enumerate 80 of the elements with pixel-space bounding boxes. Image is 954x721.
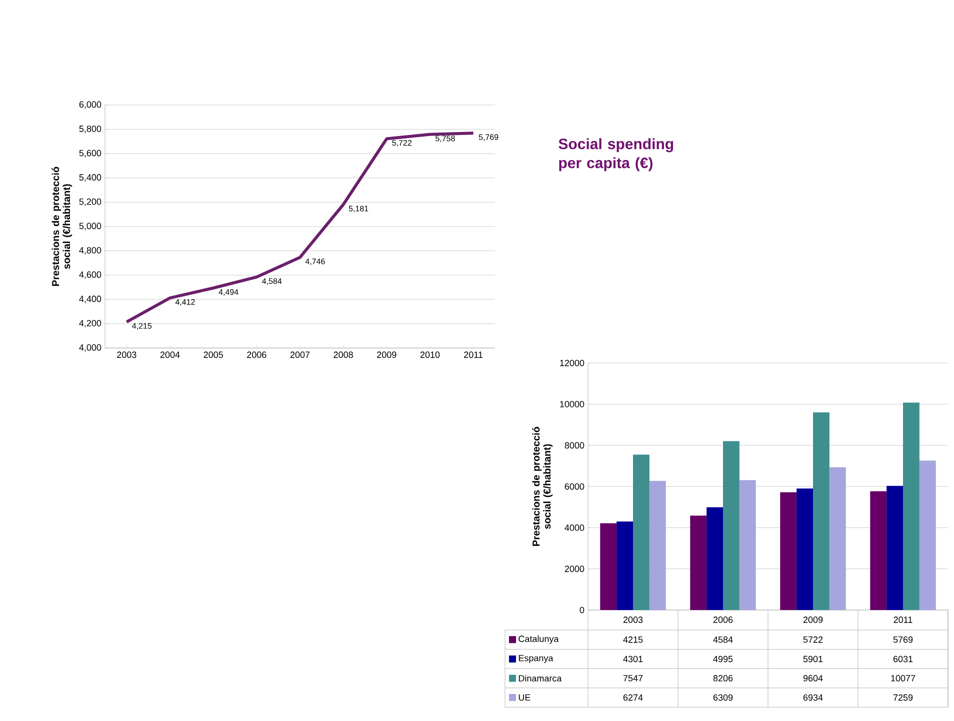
- data-label: 4301: [623, 656, 643, 662]
- data-label: 4,746: [305, 258, 325, 266]
- bar: [829, 467, 846, 610]
- y-tick-label: 12000: [560, 360, 584, 366]
- y-tick-label: 6000: [564, 483, 584, 490]
- legend-label: Catalunya: [518, 635, 559, 644]
- data-label: 5769: [893, 636, 913, 643]
- data-label: 6309: [713, 694, 733, 701]
- data-label: 6274: [623, 694, 643, 701]
- data-label: 6934: [803, 694, 823, 701]
- x-tick-label: 2007: [290, 352, 310, 358]
- data-label: 7547: [623, 675, 643, 682]
- x-tick-label: 2011: [894, 616, 912, 623]
- data-label: 5,181: [348, 206, 368, 212]
- y-tick-label: 4,200: [79, 320, 102, 328]
- bar: [903, 402, 920, 610]
- y-tick-label: 5,400: [79, 174, 102, 182]
- data-label: 5,769: [478, 134, 498, 141]
- y-tick-label: 4,600: [79, 271, 102, 279]
- x-tick-label: 2010: [420, 352, 440, 358]
- data-label: 6031: [893, 656, 913, 662]
- y-tick-label: 5,800: [79, 126, 102, 134]
- text: Social spending per capita (€): [558, 138, 674, 172]
- x-tick-label: 2009: [377, 352, 396, 358]
- y-tick-label: 10000: [560, 400, 584, 408]
- bar: [870, 491, 887, 610]
- bar: [649, 480, 666, 610]
- data-label: 4,215: [132, 323, 152, 330]
- bar: [633, 454, 650, 610]
- y-tick-label: 2000: [564, 566, 584, 572]
- line-series: [125, 132, 475, 324]
- x-tick-label: 2004: [160, 352, 180, 358]
- x-tick-label: 2006: [713, 616, 733, 623]
- legend-label: Espanya: [518, 654, 554, 664]
- bar: [616, 521, 634, 610]
- y-axis-title: Prestacions de protecció social (€/habitant): [52, 166, 72, 286]
- y-tick-label: 4,000: [79, 344, 102, 352]
- bar: [739, 480, 756, 610]
- x-tick-label: 2003: [117, 352, 136, 358]
- y-tick-label: 5,000: [79, 222, 102, 230]
- x-tick-label: 2009: [803, 616, 823, 623]
- data-label: 4,412: [175, 299, 195, 306]
- data-label: 5901: [803, 656, 823, 662]
- legend-label: UE: [518, 694, 530, 701]
- bar: [723, 441, 740, 610]
- bar: [600, 523, 617, 610]
- y-tick-label: 0: [580, 606, 584, 614]
- bar: [796, 488, 814, 610]
- data-label: 7259: [893, 694, 913, 701]
- bar: [813, 412, 830, 610]
- x-tick-label: 2011: [464, 352, 483, 358]
- data-label: 4584: [713, 636, 733, 643]
- data-label: 4995: [713, 656, 733, 662]
- x-tick-label: 2005: [204, 352, 223, 358]
- bar: [919, 460, 936, 610]
- x-tick-label: 2008: [334, 352, 353, 358]
- data-label: 5,758: [436, 136, 455, 142]
- bar: [690, 516, 707, 610]
- bar: [886, 486, 904, 610]
- y-tick-label: 4000: [564, 524, 584, 531]
- data-label: 4215: [623, 636, 643, 643]
- data-label: 5,722: [392, 140, 412, 147]
- y-tick-label: 5,200: [79, 198, 102, 206]
- bar: [706, 507, 724, 610]
- y-tick-label: 4,400: [79, 296, 102, 304]
- data-label: 5722: [803, 636, 823, 643]
- y-tick-label: 6,000: [79, 101, 102, 109]
- x-tick-label: 2006: [247, 352, 266, 358]
- data-label: 4,584: [262, 278, 282, 285]
- y-tick-label: 8000: [564, 442, 584, 449]
- legend-label: Dinamarca: [518, 674, 562, 682]
- data-label: 10077: [891, 675, 916, 682]
- data-label: 8206: [713, 675, 733, 682]
- y-tick-label: 4,800: [79, 247, 102, 255]
- data-label: 9604: [803, 675, 823, 682]
- y-tick-label: 5,600: [79, 150, 102, 158]
- bar: [780, 492, 797, 610]
- y-axis-title: Prestacions de protecció social (€/habitant): [532, 426, 553, 546]
- x-tick-label: 2003: [623, 616, 643, 623]
- data-label: 4,494: [218, 289, 238, 296]
